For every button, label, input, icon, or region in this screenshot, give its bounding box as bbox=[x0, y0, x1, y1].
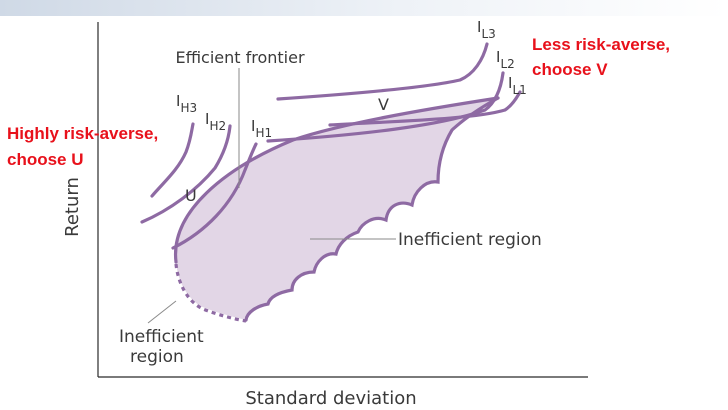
axes bbox=[97, 22, 588, 378]
curve-label-l1: IL1 bbox=[508, 74, 527, 97]
curve-label-h2: IH2 bbox=[205, 110, 226, 133]
curve-label-l3: IL3 bbox=[477, 18, 496, 41]
inefficient-dotted-boundary bbox=[174, 263, 247, 323]
x-axis-label: Standard deviation bbox=[245, 388, 416, 409]
inefficient-scalloped-boundary bbox=[244, 96, 500, 322]
efficient-frontier-label: Efficient frontier bbox=[175, 48, 305, 67]
inefficient-region-label-right: Inefficient region bbox=[398, 230, 542, 250]
indifference-curve-l1 bbox=[328, 90, 522, 127]
point-v-label: V bbox=[378, 95, 389, 114]
feasible-region bbox=[175, 98, 498, 320]
inefficient-left-pointer bbox=[147, 300, 177, 324]
less-risk-averse-annotation-2: choose V bbox=[532, 60, 608, 79]
indifference-curve-h2 bbox=[140, 124, 232, 224]
point-u-label: U bbox=[185, 186, 197, 205]
highly-risk-averse-annotation-2: choose U bbox=[7, 150, 84, 169]
indifference-curve-l3 bbox=[276, 42, 489, 101]
inefficient-region-label-left-1: Inefficient bbox=[119, 327, 204, 347]
indifference-curve-h1 bbox=[171, 142, 258, 250]
y-axis-label: Return bbox=[62, 177, 83, 237]
highly-risk-averse-annotation-1: Highly risk-averse, bbox=[7, 124, 158, 143]
header-gradient-bar bbox=[0, 0, 728, 16]
inefficient-region-label-left-2: region bbox=[130, 347, 184, 367]
curve-label-h1: IH1 bbox=[251, 117, 272, 140]
indifference-curve-h3 bbox=[150, 122, 195, 198]
less-risk-averse-annotation-1: Less risk-averse, bbox=[532, 35, 670, 54]
curve-label-h3: IH3 bbox=[176, 92, 197, 115]
curve-label-l2: IL2 bbox=[496, 48, 515, 71]
